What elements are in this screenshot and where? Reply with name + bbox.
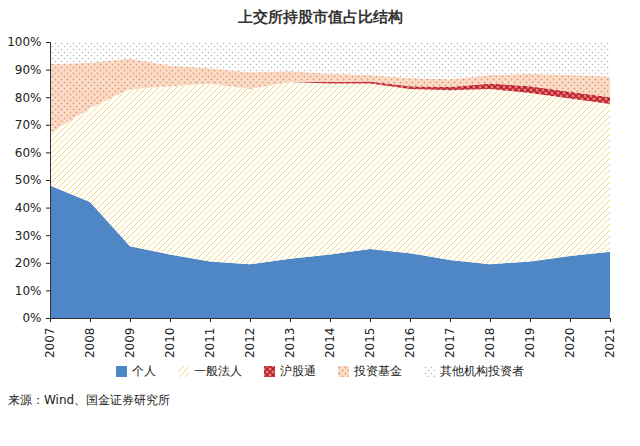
html-text:投资基金: 投资基金: [354, 363, 402, 378]
svg-text:2007: 2007: [43, 328, 57, 359]
svg-text:2014: 2014: [323, 328, 337, 359]
svg-text:2010: 2010: [163, 328, 177, 359]
svg-text:80%: 80%: [15, 91, 42, 105]
html-text:其他机构投资者: 其他机构投资者: [440, 363, 524, 378]
svg-text:2020: 2020: [563, 328, 577, 359]
svg-text:2016: 2016: [403, 328, 417, 359]
html-text:一般法人: 一般法人: [194, 363, 242, 378]
svg-text:90%: 90%: [15, 63, 42, 77]
html-text:沪股通: 沪股通: [280, 363, 316, 378]
svg-text:2011: 2011: [203, 328, 217, 359]
html-text:个人: 个人: [132, 363, 156, 378]
svg-text:2018: 2018: [483, 328, 497, 359]
svg-text:2008: 2008: [83, 328, 97, 359]
svg-text:60%: 60%: [15, 146, 42, 160]
html-text:上交所持股市值占比结构: 上交所持股市值占比结构: [237, 8, 403, 26]
svg-text:2009: 2009: [123, 328, 137, 359]
svg-text:40%: 40%: [15, 201, 42, 215]
svg-text:10%: 10%: [15, 284, 42, 298]
svg-text:2015: 2015: [363, 328, 377, 359]
svg-text:2017: 2017: [443, 328, 457, 359]
svg-text:100%: 100%: [7, 35, 41, 49]
svg-text:20%: 20%: [15, 256, 42, 270]
svg-text:2012: 2012: [243, 328, 257, 359]
svg-text:2019: 2019: [523, 328, 537, 359]
svg-text:50%: 50%: [15, 173, 42, 187]
svg-text:2021: 2021: [603, 328, 617, 359]
svg-text:30%: 30%: [15, 229, 42, 243]
svg-text:0%: 0%: [22, 311, 41, 325]
svg-text:70%: 70%: [15, 118, 42, 132]
svg-text:2013: 2013: [283, 328, 297, 359]
html-text:来源：Wind、国金证券研究所: 来源：Wind、国金证券研究所: [8, 393, 171, 407]
